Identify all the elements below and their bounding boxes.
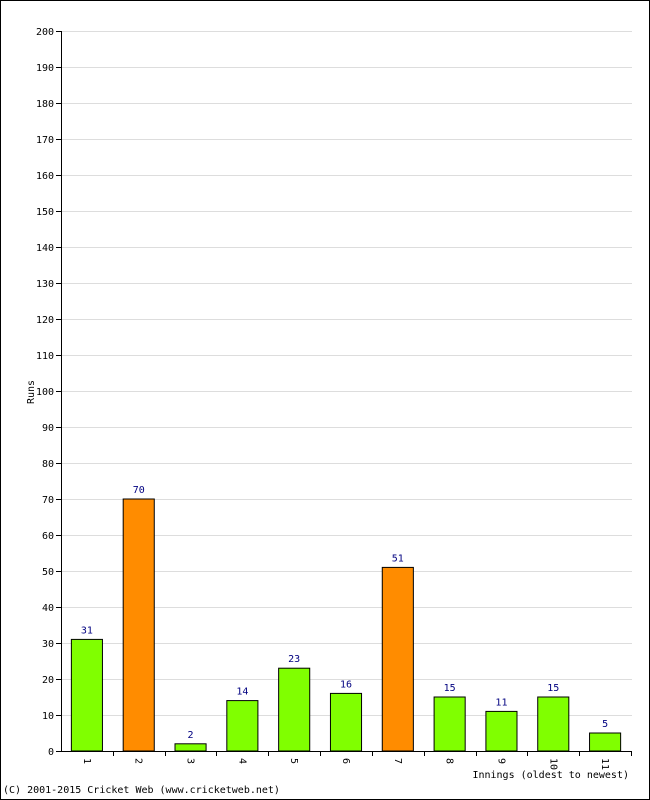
y-axis-title: Runs (26, 380, 37, 404)
y-tick-label: 200 (36, 27, 54, 38)
bar-value-label: 31 (81, 625, 93, 636)
bar-value-label: 51 (392, 553, 404, 564)
y-tick-label: 30 (42, 639, 54, 650)
bar-innings-6 (329, 692, 363, 752)
bar-innings-8 (433, 696, 466, 752)
y-tick-label: 130 (36, 279, 54, 290)
x-tick-label: 8 (444, 758, 455, 764)
bar-value-label: 16 (340, 679, 352, 690)
bar-innings-3 (174, 743, 207, 752)
y-tick-label: 100 (36, 387, 54, 398)
x-tick-label: 3 (185, 758, 196, 764)
x-tick-label: 6 (340, 758, 351, 764)
x-tick-label: 7 (392, 758, 403, 764)
y-tick-label: 60 (42, 531, 54, 542)
axes-layer (56, 31, 632, 756)
x-tick-label: 11 (599, 758, 610, 770)
x-tick-label: 2 (133, 758, 144, 764)
bar-value-label: 15 (444, 683, 456, 694)
bar-innings-10 (537, 696, 570, 752)
y-tick-label: 80 (42, 459, 54, 470)
bars-layer (70, 498, 622, 752)
bar-innings-2 (122, 498, 155, 752)
y-tick-label: 180 (36, 99, 54, 110)
y-tick-label: 150 (36, 207, 54, 218)
bar-value-label: 11 (495, 697, 507, 708)
y-tick-label: 110 (36, 351, 54, 362)
y-tick-label: 70 (42, 495, 54, 506)
bar-value-label: 70 (133, 485, 145, 496)
x-tick-label: 9 (495, 758, 506, 764)
bar-innings-9 (485, 710, 518, 752)
x-axis-title: Innings (oldest to newest) (472, 770, 629, 781)
y-tick-label: 160 (36, 171, 54, 182)
y-tick-label: 90 (42, 423, 54, 434)
bar-value-label: 15 (547, 683, 559, 694)
y-tick-label: 120 (36, 315, 54, 326)
bar-value-label: 14 (236, 687, 248, 698)
bar-value-label: 2 (188, 730, 194, 741)
y-tick-label: 10 (42, 711, 54, 722)
bar-innings-1 (70, 638, 103, 752)
bar-value-label: 5 (602, 719, 608, 730)
x-tick-label: 5 (288, 758, 299, 764)
labels-layer: 0102030405060708090100110120130140150160… (36, 27, 610, 770)
y-tick-label: 50 (42, 567, 54, 578)
x-tick-label: 10 (547, 758, 558, 770)
bar-value-label: 23 (288, 654, 300, 665)
bar-innings-11 (589, 732, 622, 752)
copyright-footer: (C) 2001-2015 Cricket Web (www.cricketwe… (3, 785, 280, 796)
y-tick-label: 40 (42, 603, 54, 614)
x-tick-label: 1 (81, 758, 92, 764)
x-tick-label: 4 (236, 758, 247, 764)
bar-innings-4 (226, 700, 259, 752)
y-tick-label: 190 (36, 63, 54, 74)
y-tick-label: 170 (36, 135, 54, 146)
y-tick-label: 20 (42, 675, 54, 686)
y-tick-label: 0 (48, 747, 54, 758)
bar-innings-7 (381, 566, 414, 752)
y-tick-label: 140 (36, 243, 54, 254)
grid-layer (61, 31, 632, 716)
bar-innings-5 (278, 667, 311, 752)
